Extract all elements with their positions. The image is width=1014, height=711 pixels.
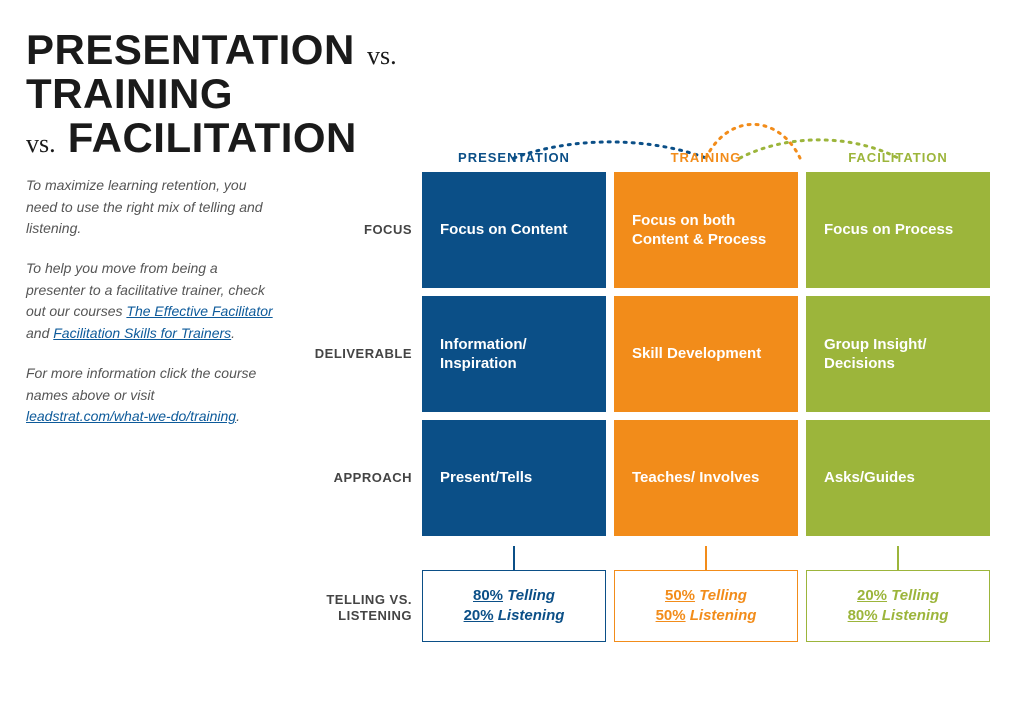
comparison-diagram: PRESENTATION TRAINING FACILITATION FOCUS DE… [300,60,1000,700]
telling-pct: 20% [857,587,887,604]
cell-approach-presentation: Present/Tells [422,420,606,536]
title-word: TRAINING [26,70,233,117]
intro-p3: For more information click the course na… [26,363,276,428]
telling-pct: 80% [473,587,503,604]
telling-pct: 50% [665,587,695,604]
telling-box-facilitation: 20% Telling80% Listening [806,570,990,642]
row-label-telling-listening: TELLING VS. LISTENING [300,592,412,623]
row-label-approach: APPROACH [300,470,412,486]
cell-deliverable-facilitation: Group Insight/ Decisions [806,296,990,412]
intro-p2b: and [26,325,53,341]
intro-p2: To help you move from being a presenter … [26,258,276,345]
telling-box-presentation: 80% Telling20% Listening [422,570,606,642]
link-leadstrat[interactable]: leadstrat.com/what-we-do/training [26,408,236,424]
row-label-deliverable: DELIVERABLE [300,346,412,362]
cell-approach-training: Teaches/ Involves [614,420,798,536]
intro-p3a: For more information click the course na… [26,365,256,403]
intro-p3b: . [236,408,240,424]
listening-pct: 80% [848,607,878,624]
telling-line: 20% Telling [857,586,939,606]
connector-facilitation [897,546,899,570]
cell-focus-training: Focus on both Content & Process [614,172,798,288]
cell-deliverable-presentation: Information/ Inspiration [422,296,606,412]
listening-pct: 20% [464,607,494,624]
cell-focus-facilitation: Focus on Process [806,172,990,288]
telling-line: 50% Telling [665,586,747,606]
column-headers: PRESENTATION TRAINING FACILITATION [422,150,992,165]
column-header-training: TRAINING [614,150,798,165]
telling-line: 80% Telling [473,586,555,606]
title-vs: vs. [26,129,56,158]
column-header-facilitation: FACILITATION [806,150,990,165]
telling-box-training: 50% Telling50% Listening [614,570,798,642]
link-facilitation-skills[interactable]: Facilitation Skills for Trainers [53,325,231,341]
cell-deliverable-training: Skill Development [614,296,798,412]
connector-training [705,546,707,570]
link-effective-facilitator[interactable]: The Effective Facilitator [126,303,272,319]
intro-copy: To maximize learning retention, you need… [26,175,276,446]
row-label-focus: FOCUS [300,222,412,238]
cell-approach-facilitation: Asks/Guides [806,420,990,536]
intro-p2c: . [231,325,235,341]
listening-line: 20% Listening [464,606,565,626]
listening-line: 50% Listening [656,606,757,626]
column-header-presentation: PRESENTATION [422,150,606,165]
listening-pct: 50% [656,607,686,624]
intro-p1: To maximize learning retention, you need… [26,175,276,240]
connector-presentation [513,546,515,570]
cell-focus-presentation: Focus on Content [422,172,606,288]
listening-line: 80% Listening [848,606,949,626]
